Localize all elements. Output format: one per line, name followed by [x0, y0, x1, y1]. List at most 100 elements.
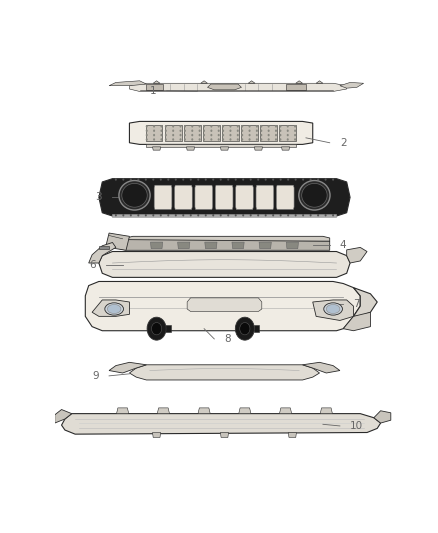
Circle shape [325, 214, 327, 216]
Circle shape [294, 125, 296, 127]
Circle shape [222, 125, 224, 127]
Circle shape [197, 178, 199, 181]
Polygon shape [166, 325, 171, 332]
Circle shape [279, 125, 282, 127]
Circle shape [317, 214, 319, 216]
Circle shape [146, 134, 148, 136]
Polygon shape [205, 242, 217, 248]
Circle shape [130, 214, 132, 216]
Polygon shape [222, 125, 239, 141]
Polygon shape [254, 325, 259, 332]
Circle shape [237, 130, 239, 132]
Circle shape [160, 214, 162, 216]
Circle shape [212, 214, 214, 216]
Circle shape [182, 214, 184, 216]
Circle shape [242, 214, 244, 216]
Ellipse shape [105, 303, 124, 315]
Polygon shape [374, 411, 391, 423]
Circle shape [240, 322, 250, 335]
Circle shape [180, 130, 181, 132]
Circle shape [145, 178, 147, 181]
Circle shape [190, 214, 192, 216]
Polygon shape [99, 179, 350, 216]
Circle shape [165, 125, 167, 127]
Circle shape [147, 317, 166, 340]
Circle shape [248, 130, 251, 132]
Text: 2: 2 [340, 138, 346, 148]
Circle shape [203, 134, 205, 136]
Circle shape [287, 134, 289, 136]
Ellipse shape [326, 304, 340, 313]
Circle shape [302, 214, 304, 216]
Circle shape [250, 214, 252, 216]
Circle shape [260, 134, 262, 136]
Polygon shape [153, 81, 160, 83]
Text: 3: 3 [95, 192, 102, 203]
Circle shape [197, 214, 199, 216]
Circle shape [248, 138, 251, 141]
Circle shape [241, 125, 243, 127]
Circle shape [257, 178, 259, 181]
Polygon shape [146, 125, 162, 141]
Circle shape [191, 125, 193, 127]
Circle shape [153, 130, 155, 132]
Circle shape [160, 125, 162, 127]
Circle shape [210, 125, 212, 127]
Polygon shape [146, 84, 163, 90]
Circle shape [172, 138, 174, 141]
Circle shape [122, 214, 124, 216]
Circle shape [190, 178, 192, 181]
Circle shape [235, 214, 237, 216]
Circle shape [212, 178, 214, 181]
Circle shape [180, 125, 181, 127]
Circle shape [237, 134, 239, 136]
Polygon shape [99, 252, 350, 277]
Polygon shape [198, 408, 210, 414]
Circle shape [175, 214, 177, 216]
Circle shape [182, 178, 184, 181]
Circle shape [184, 125, 186, 127]
Polygon shape [288, 432, 297, 438]
Circle shape [167, 214, 170, 216]
Polygon shape [248, 81, 255, 83]
Circle shape [172, 125, 174, 127]
Circle shape [275, 138, 277, 141]
Circle shape [237, 125, 239, 127]
Polygon shape [316, 81, 323, 83]
Circle shape [203, 125, 205, 127]
Circle shape [230, 134, 231, 136]
Polygon shape [151, 242, 162, 248]
Polygon shape [117, 408, 129, 414]
Circle shape [152, 214, 154, 216]
Polygon shape [88, 243, 116, 263]
Polygon shape [187, 147, 194, 150]
Polygon shape [239, 408, 251, 414]
Polygon shape [286, 242, 298, 248]
Circle shape [180, 138, 181, 141]
Polygon shape [236, 185, 253, 209]
Circle shape [241, 138, 243, 141]
Ellipse shape [119, 181, 150, 210]
Circle shape [241, 134, 243, 136]
Circle shape [295, 214, 297, 216]
Circle shape [115, 214, 117, 216]
Circle shape [165, 138, 167, 141]
Polygon shape [282, 147, 290, 150]
Text: 7: 7 [353, 299, 360, 309]
Circle shape [248, 125, 251, 127]
Polygon shape [184, 125, 201, 141]
Polygon shape [254, 147, 262, 150]
Circle shape [268, 138, 270, 141]
Circle shape [227, 178, 229, 181]
Circle shape [287, 130, 289, 132]
Polygon shape [259, 242, 271, 248]
Polygon shape [119, 240, 330, 251]
Polygon shape [256, 185, 274, 209]
Circle shape [153, 134, 155, 136]
Circle shape [275, 130, 277, 132]
Circle shape [198, 138, 201, 141]
Circle shape [145, 214, 147, 216]
Text: 8: 8 [224, 334, 231, 344]
Circle shape [172, 130, 174, 132]
Circle shape [302, 178, 304, 181]
